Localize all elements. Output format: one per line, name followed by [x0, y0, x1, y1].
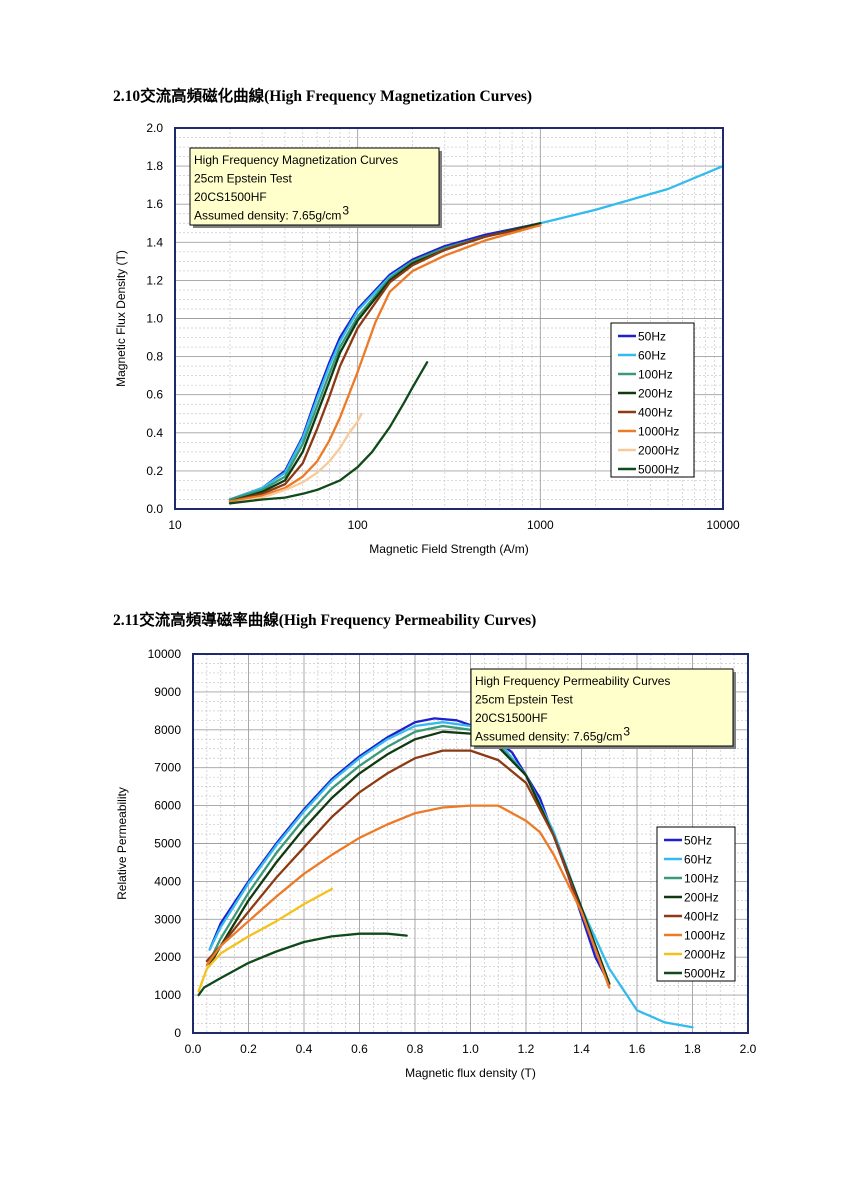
- y-tick-label: 1.8: [146, 159, 163, 173]
- note-line: Assumed density: 7.65g/cm: [194, 209, 341, 223]
- series-line-2000Hz: [197, 887, 333, 993]
- series-lines: [197, 717, 694, 1029]
- magnetization-chart: 0.0 0.2 0.4 0.6 0.8 1.0 1.2 1.4 1.6 1.8 2.0 10 100 10…: [114, 121, 740, 556]
- y-tick-label: 4000: [154, 874, 181, 888]
- legend-label: 2000Hz: [684, 948, 725, 962]
- note-line: Assumed density: 7.65g/cm: [475, 730, 622, 744]
- y-tick-label: 0: [174, 1026, 181, 1040]
- y-tick-label: 0.6: [146, 388, 163, 402]
- x-tick-label: 10000: [706, 518, 740, 532]
- y-tick-label: 1.4: [146, 235, 163, 249]
- x-tick-label: 1.0: [462, 1042, 479, 1056]
- legend-label: 5000Hz: [638, 463, 679, 477]
- y-tick-label: 3000: [154, 912, 181, 926]
- note-line: 25cm Epstein Test: [194, 172, 292, 186]
- note-line: 25cm Epstein Test: [475, 693, 573, 707]
- note-line: 20CS1500HF: [475, 711, 548, 725]
- y-axis-title: Relative Permeability: [115, 787, 129, 900]
- y-tick-label: 0.4: [146, 426, 163, 440]
- x-tick-label: 0.0: [185, 1042, 202, 1056]
- legend-label: 100Hz: [684, 872, 719, 886]
- series-line-60Hz: [208, 721, 694, 1029]
- x-tick-label: 10: [168, 518, 182, 532]
- x-axis-title: Magnetic Field Strength (A/m): [369, 542, 528, 556]
- series-line-100Hz: [228, 222, 542, 501]
- series-line-2000Hz: [228, 412, 363, 505]
- x-tick-label: 1000: [527, 518, 554, 532]
- legend-label: 200Hz: [684, 891, 719, 905]
- y-tick-label: 2000: [154, 950, 181, 964]
- legend-label: 400Hz: [684, 910, 719, 924]
- note-box: [470, 668, 734, 747]
- x-tick-label: 0.4: [296, 1042, 313, 1056]
- note-line: High Frequency Permeability Curves: [475, 674, 670, 688]
- y-tick-label: 7000: [154, 761, 181, 775]
- series-line-200Hz: [208, 730, 611, 985]
- note-superscript: 3: [623, 725, 630, 739]
- series-lines: [228, 164, 725, 505]
- x-tick-label: 1.8: [684, 1042, 701, 1056]
- x-tick-label: 1.2: [518, 1042, 535, 1056]
- plot-frame: [192, 653, 749, 1034]
- y-tick-label: 0.2: [146, 464, 163, 478]
- y-tick-label: 5000: [154, 837, 181, 851]
- y-tick-label: 1.6: [146, 197, 163, 211]
- legend-label: 400Hz: [638, 406, 673, 420]
- legend-label: 1000Hz: [638, 425, 679, 439]
- y-tick-label: 1.2: [146, 273, 163, 287]
- x-tick-label: 0.2: [240, 1042, 257, 1056]
- legend-label: 2000Hz: [638, 444, 679, 458]
- note-superscript: 3: [342, 204, 349, 218]
- legend-label: 200Hz: [638, 387, 673, 401]
- section-heading-magnetization: 2.10交流高頻磁化曲線(High Frequency Magnetizatio…: [113, 88, 533, 105]
- y-tick-label: 2.0: [146, 121, 163, 135]
- series-line-1000Hz: [228, 224, 542, 503]
- legend-box: [610, 322, 695, 478]
- series-line-5000Hz: [228, 361, 429, 505]
- note-line: High Frequency Magnetization Curves: [194, 153, 398, 167]
- note-line: 20CS1500HF: [194, 190, 267, 204]
- y-tick-label: 8000: [154, 723, 181, 737]
- y-tick-label: 6000: [154, 799, 181, 813]
- legend-label: 60Hz: [684, 853, 712, 867]
- x-tick-label: 100: [348, 518, 368, 532]
- legend-label: 50Hz: [638, 330, 666, 344]
- x-tick-label: 2.0: [740, 1042, 757, 1056]
- series-line-60Hz: [228, 164, 725, 501]
- y-tick-label: 1000: [154, 988, 181, 1002]
- series-line-400Hz: [205, 749, 611, 989]
- y-tick-label: 1.0: [146, 312, 163, 326]
- legend-label: 60Hz: [638, 349, 666, 363]
- legend-label: 100Hz: [638, 368, 673, 382]
- x-tick-label: 1.6: [629, 1042, 646, 1056]
- x-tick-label: 1.4: [573, 1042, 590, 1056]
- note-box: [189, 147, 440, 226]
- legend-label: 1000Hz: [684, 929, 725, 943]
- y-tick-label: 0.8: [146, 350, 163, 364]
- x-axis-title: Magnetic flux density (T): [405, 1066, 536, 1080]
- legend-label: 5000Hz: [684, 967, 725, 981]
- x-tick-label: 0.8: [407, 1042, 424, 1056]
- plot-frame: [174, 127, 724, 510]
- y-tick-label: 9000: [154, 685, 181, 699]
- permeability-chart: 0 1000 2000 3000 4000 5000 6000 7000 8000 9000 100…: [115, 647, 757, 1080]
- series-line-5000Hz: [197, 932, 408, 997]
- y-axis-title: Magnetic Flux Density (T): [114, 250, 128, 387]
- legend-box: [656, 826, 736, 982]
- y-tick-label: 0.0: [146, 502, 163, 516]
- legend-label: 50Hz: [684, 834, 712, 848]
- y-tick-label: 10000: [148, 647, 182, 661]
- series-line-400Hz: [228, 224, 542, 503]
- series-line-1000Hz: [205, 804, 611, 989]
- x-tick-label: 0.6: [351, 1042, 368, 1056]
- section-heading-permeability: 2.11交流高頻導磁率曲線(High Frequency Permeabilit…: [113, 612, 537, 629]
